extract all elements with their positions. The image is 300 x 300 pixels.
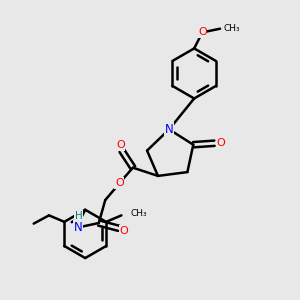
Text: O: O	[116, 140, 124, 150]
Text: CH₃: CH₃	[224, 24, 240, 33]
Text: O: O	[120, 226, 128, 236]
Text: O: O	[115, 178, 124, 188]
Text: N: N	[74, 221, 82, 234]
Text: O: O	[198, 27, 207, 37]
Text: CH₃: CH₃	[131, 208, 148, 217]
Text: O: O	[217, 138, 225, 148]
Text: N: N	[165, 123, 173, 136]
Text: H: H	[75, 211, 82, 221]
